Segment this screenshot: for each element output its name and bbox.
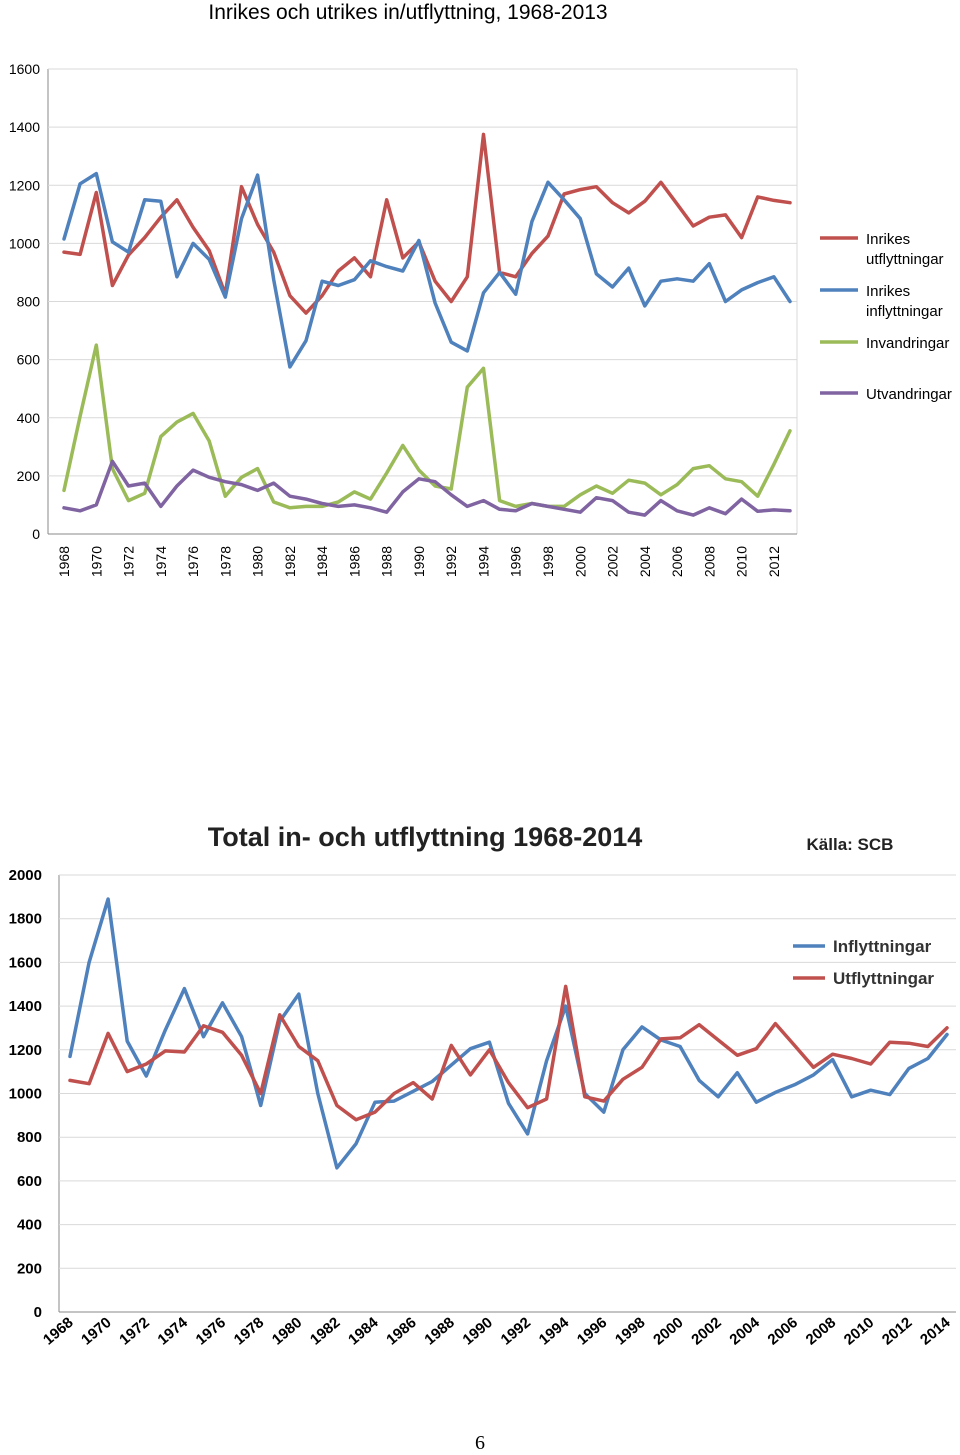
x-tick-label: 1980 [250, 546, 266, 577]
series-line-inflyttningar [68, 897, 949, 1170]
chart-title: Total in- och utflyttning 1968-2014 [208, 822, 643, 852]
x-tick-label: 2012 [879, 1314, 915, 1348]
y-tick-label: 800 [17, 294, 41, 310]
x-tick-label: 2000 [650, 1314, 686, 1348]
x-tick-label: 1988 [421, 1314, 457, 1348]
legend-label-line: Inrikes [866, 231, 910, 248]
x-tick-label: 2002 [688, 1314, 724, 1348]
series-line-inrikes-inflyttningar [62, 171, 792, 369]
y-tick-label: 400 [17, 410, 41, 426]
x-tick-label: 1976 [185, 546, 201, 577]
y-tick-label: 0 [32, 526, 40, 542]
x-tick-label: 1998 [612, 1314, 648, 1348]
x-tick-label: 1978 [231, 1314, 267, 1348]
legend-label-inflyttningar: Inflyttningar [833, 937, 932, 956]
x-tick-label: 1978 [217, 546, 233, 577]
x-tick-label: 2002 [605, 546, 621, 577]
y-tick-label: 1200 [9, 1042, 42, 1059]
x-tick-label: 2004 [637, 546, 653, 577]
series-line-inrikes-utflyttningar [62, 132, 792, 315]
migration-chart-1968-2013: Inrikes och utrikes in/utflyttning, 1968… [9, 1, 952, 577]
y-tick-label: 1000 [9, 235, 40, 251]
x-tick-label: 1986 [383, 1314, 419, 1348]
legend-label-utflyttningar: Utflyttningar [833, 969, 934, 988]
x-tick-label: 1976 [193, 1314, 229, 1348]
y-tick-label: 1600 [9, 61, 40, 77]
x-tick-label: 2000 [572, 546, 588, 577]
x-tick-label: 1996 [508, 546, 524, 577]
x-tick-label: 1982 [282, 546, 298, 577]
x-tick-label: 2010 [841, 1314, 877, 1348]
y-tick-label: 400 [17, 1217, 42, 1234]
x-tick-label: 1994 [536, 1314, 573, 1349]
x-tick-label: 2014 [917, 1314, 954, 1349]
x-tick-label: 1994 [475, 546, 491, 577]
x-tick-label: 2006 [669, 546, 685, 577]
x-tick-label: 1992 [443, 546, 459, 577]
x-tick-label: 1974 [154, 1314, 191, 1349]
x-tick-label: 1986 [346, 546, 362, 577]
legend-label-line: utflyttningar [866, 251, 944, 268]
chart-source: Källa: SCB [807, 835, 894, 854]
series-line-invandringar [62, 343, 792, 510]
legend-label-line: inflyttningar [866, 303, 943, 320]
legend-label-inrikes-inflyttningar: Inrikes inflyttningar [866, 283, 943, 320]
x-tick-label: 2004 [726, 1314, 763, 1349]
legend-label-line: Inrikes [866, 283, 910, 300]
x-tick-label: 2008 [701, 546, 717, 577]
y-tick-label: 1400 [9, 998, 42, 1015]
chart-title: Inrikes och utrikes in/utflyttning, 1968… [208, 1, 607, 24]
y-tick-label: 1800 [9, 911, 42, 928]
x-tick-label: 1972 [116, 1314, 152, 1348]
series-line-utvandringar [62, 459, 792, 517]
x-tick-label: 1996 [574, 1314, 610, 1348]
y-tick-label: 1600 [9, 954, 42, 971]
x-tick-label: 1982 [307, 1314, 343, 1348]
x-tick-label: 1984 [314, 546, 330, 577]
x-tick-label: 1988 [379, 546, 395, 577]
x-tick-label: 1972 [121, 546, 137, 577]
x-tick-label: 1990 [460, 1314, 496, 1348]
x-tick-label: 1984 [345, 1314, 382, 1349]
x-tick-label: 2012 [766, 546, 782, 577]
y-tick-label: 800 [17, 1129, 42, 1146]
legend-label-inrikes-utflyttningar: Inrikes utflyttningar [866, 231, 944, 268]
x-tick-label: 1970 [88, 546, 104, 577]
x-tick-label: 1968 [40, 1314, 76, 1348]
y-tick-label: 600 [17, 1173, 42, 1190]
y-tick-label: 1000 [9, 1086, 42, 1103]
x-tick-label: 1998 [540, 546, 556, 577]
x-tick-label: 2006 [765, 1314, 801, 1348]
x-tick-label: 1974 [153, 546, 169, 577]
y-tick-label: 1200 [9, 177, 40, 193]
x-tick-label: 1968 [56, 546, 72, 577]
legend-label-utvandringar: Utvandringar [866, 386, 952, 403]
x-tick-label: 1980 [269, 1314, 305, 1348]
x-tick-label: 2008 [803, 1314, 839, 1348]
x-tick-label: 1970 [78, 1314, 114, 1348]
y-tick-label: 600 [17, 352, 41, 368]
y-tick-label: 0 [34, 1304, 42, 1321]
y-tick-label: 200 [17, 1260, 42, 1277]
page-number: 6 [475, 1432, 485, 1454]
series-line-utflyttningar [68, 984, 949, 1122]
y-tick-label: 1400 [9, 119, 40, 135]
x-tick-label: 1992 [498, 1314, 534, 1348]
total-migration-chart-1968-2014: Total in- och utflyttning 1968-2014 Käll… [9, 822, 956, 1349]
y-tick-label: 200 [17, 468, 41, 484]
x-tick-label: 1990 [411, 546, 427, 577]
x-tick-label: 2010 [734, 546, 750, 577]
legend-label-invandringar: Invandringar [866, 335, 949, 352]
y-tick-label: 2000 [9, 867, 42, 884]
